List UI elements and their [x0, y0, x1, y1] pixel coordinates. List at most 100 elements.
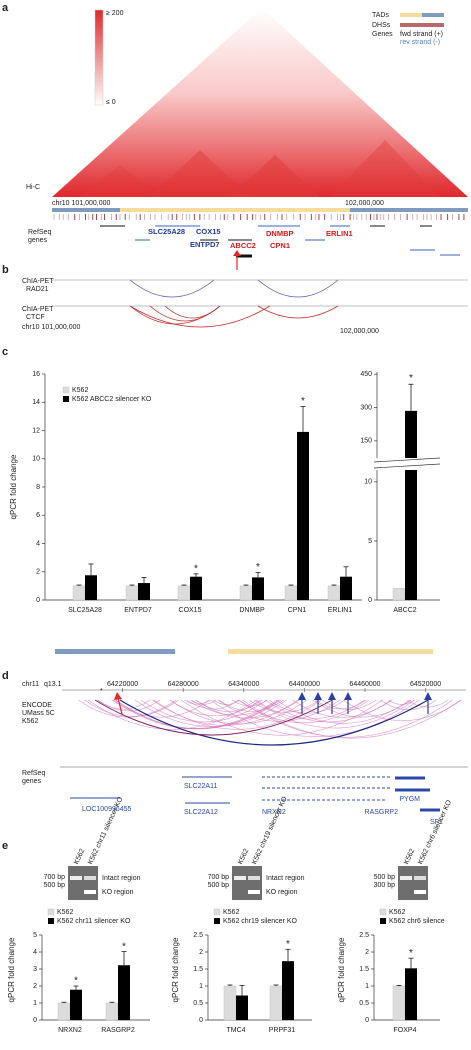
ladder-label: 300 bp — [374, 882, 396, 889]
interaction-arc — [218, 699, 284, 712]
gene-label: PYGM — [399, 796, 420, 803]
bar — [223, 985, 237, 1021]
gene-label: SF1 — [430, 819, 443, 826]
axis-title: qPCR fold change — [7, 937, 16, 1002]
y-tick-label: 150 — [360, 438, 372, 445]
y-tick-label: 1.5 — [193, 966, 203, 973]
gel-band — [248, 890, 260, 894]
legend-label: K562 ABCC2 silencer KO — [72, 396, 152, 403]
track-label: CTCF — [26, 314, 45, 321]
interaction-arc — [191, 699, 280, 716]
legend-label: K562 — [389, 909, 405, 916]
bar — [105, 1002, 119, 1021]
significance: * — [194, 564, 198, 575]
bar — [405, 410, 417, 458]
gel — [232, 866, 262, 900]
bar — [190, 576, 202, 600]
color-scale — [94, 9, 104, 106]
y-tick-label: 1 — [199, 983, 203, 990]
x-tick-label: 64460000 — [349, 681, 380, 688]
arrow-head — [314, 692, 322, 700]
y-tick-label: 10 — [32, 456, 40, 463]
bar — [85, 575, 97, 600]
gel-band — [234, 876, 246, 880]
legend-swatch — [214, 918, 220, 924]
significance: * — [256, 562, 260, 573]
region-label: KO region — [102, 889, 134, 896]
x-tick-label: COX15 — [179, 607, 202, 614]
y-tick-label: 0 — [199, 1017, 203, 1024]
axis-title: qPCR fold change — [171, 937, 180, 1002]
x-tick-label: 64220000 — [107, 681, 138, 688]
y-tick-label: 2.5 — [193, 932, 203, 939]
x-tick-label: FOXP4 — [394, 1027, 417, 1034]
legend-label: K562 — [57, 909, 73, 916]
interaction-arc — [115, 699, 281, 730]
lane-label: K562 — [73, 848, 86, 866]
interaction-arc — [97, 699, 160, 712]
track-label: RAD21 — [26, 286, 49, 293]
y-tick-label: 12 — [32, 427, 40, 434]
gel — [398, 866, 428, 900]
x-tick-label: RASGRP2 — [101, 1027, 135, 1034]
bar — [70, 989, 82, 1020]
hic-map — [52, 8, 468, 197]
coordinate: chr10 101,000,000 — [22, 324, 80, 331]
y-tick-label: 10 — [364, 479, 372, 486]
y-tick-label: 0.5 — [193, 1000, 203, 1007]
gene-label: SLC22A11 — [184, 783, 217, 790]
x-tick-label: ENTPD7 — [124, 607, 152, 614]
y-tick-label: 450 — [360, 371, 372, 378]
group-bar — [228, 649, 433, 654]
gel-band — [414, 890, 426, 894]
x-tick-label: PRPF31 — [269, 1027, 296, 1034]
interaction-arc — [239, 699, 453, 738]
x-tick-label: 64340000 — [228, 681, 259, 688]
lane-label: K562 chr19 silencer KO — [251, 795, 289, 865]
gel-band — [70, 876, 82, 880]
bar — [405, 470, 417, 600]
y-tick-label: 5 — [368, 538, 372, 545]
bar — [57, 1002, 71, 1021]
gel-band — [84, 876, 96, 880]
panel-letter: e — [2, 840, 8, 852]
panel-letter: c — [2, 346, 8, 358]
bar — [392, 985, 406, 1021]
gene-label: SLC22A12 — [184, 809, 218, 816]
gene-track — [60, 766, 468, 812]
bar — [282, 961, 294, 1020]
coordinate: chr10 101,000,000 — [52, 200, 110, 207]
y-tick-label: 0 — [365, 1017, 369, 1024]
legend-label: Genes — [372, 31, 393, 38]
gene-label: SLC25A28 — [148, 227, 185, 236]
legend-label: K562 chr6 silence — [389, 918, 445, 925]
y-tick-label: 2 — [365, 949, 369, 956]
interaction-arc — [238, 699, 370, 724]
gene-label: LOC100996455 — [82, 806, 132, 813]
y-tick-label: 6 — [36, 512, 40, 519]
significance: * — [122, 941, 126, 952]
legend-swatch — [47, 908, 55, 916]
axis-break — [373, 457, 441, 463]
y-tick-label: 0 — [33, 1017, 37, 1024]
x-tick-label: DNMBP — [239, 607, 265, 614]
chromosome: chr11 — [22, 681, 39, 688]
significance: * — [409, 373, 413, 384]
y-tick-label: 2 — [199, 949, 203, 956]
y-tick-label: 16 — [32, 371, 40, 378]
bar — [118, 965, 130, 1020]
legend-label: K562 — [223, 909, 239, 916]
y-tick-label: 14 — [32, 399, 40, 406]
panel-letter: d — [2, 670, 9, 682]
gel-band — [248, 876, 260, 880]
x-tick-label: 64520000 — [410, 681, 441, 688]
y-tick-label: 2 — [33, 983, 37, 990]
legend-swatch — [48, 918, 54, 924]
legend-swatch — [379, 908, 387, 916]
x-tick-label: 64280000 — [168, 681, 199, 688]
track-label: RefSeq — [22, 770, 45, 777]
legend-label: rev strand (-) — [400, 39, 440, 46]
bar — [269, 985, 283, 1021]
bar — [297, 431, 309, 600]
interaction-arc — [186, 699, 239, 710]
